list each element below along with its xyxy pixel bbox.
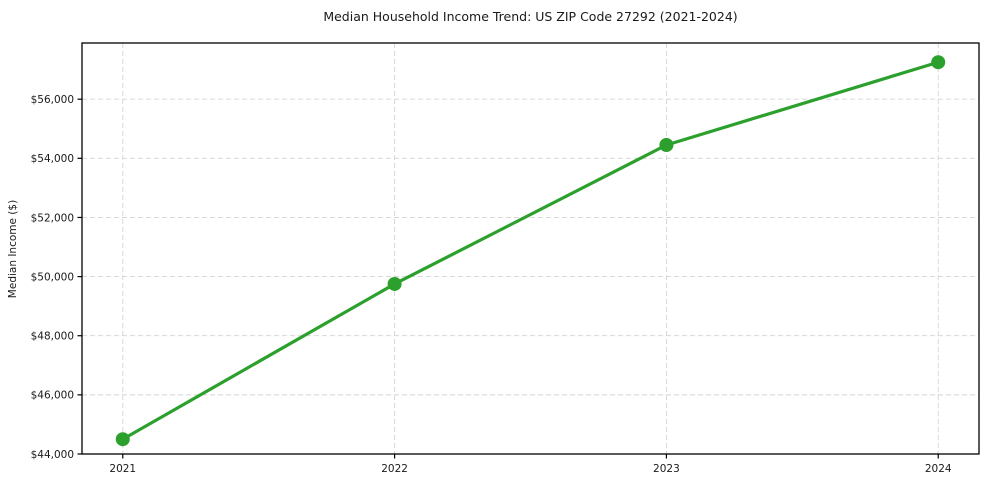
chart-title: Median Household Income Trend: US ZIP Co…	[323, 9, 738, 24]
x-tick-label: 2022	[381, 463, 408, 475]
y-axis-label: Median Income ($)	[7, 199, 19, 299]
income-trend-line	[121, 60, 940, 441]
y-tick-label: $50,000	[31, 271, 74, 283]
x-tick-label: 2021	[109, 463, 136, 475]
y-tick-label: $54,000	[31, 153, 74, 165]
y-tick-label: $44,000	[31, 449, 74, 461]
y-tick-label: $56,000	[31, 94, 74, 106]
data-point-marker	[387, 276, 402, 291]
data-point-marker	[115, 432, 130, 447]
x-tick-label: 2024	[925, 463, 952, 475]
data-point-marker	[931, 55, 946, 70]
data-point-marker	[659, 138, 674, 153]
y-tick-label: $46,000	[31, 390, 74, 402]
y-tick-label: $52,000	[31, 212, 74, 224]
y-tick-label: $48,000	[31, 331, 74, 343]
x-tick-label: 2023	[653, 463, 680, 475]
axes-spines	[81, 42, 980, 455]
